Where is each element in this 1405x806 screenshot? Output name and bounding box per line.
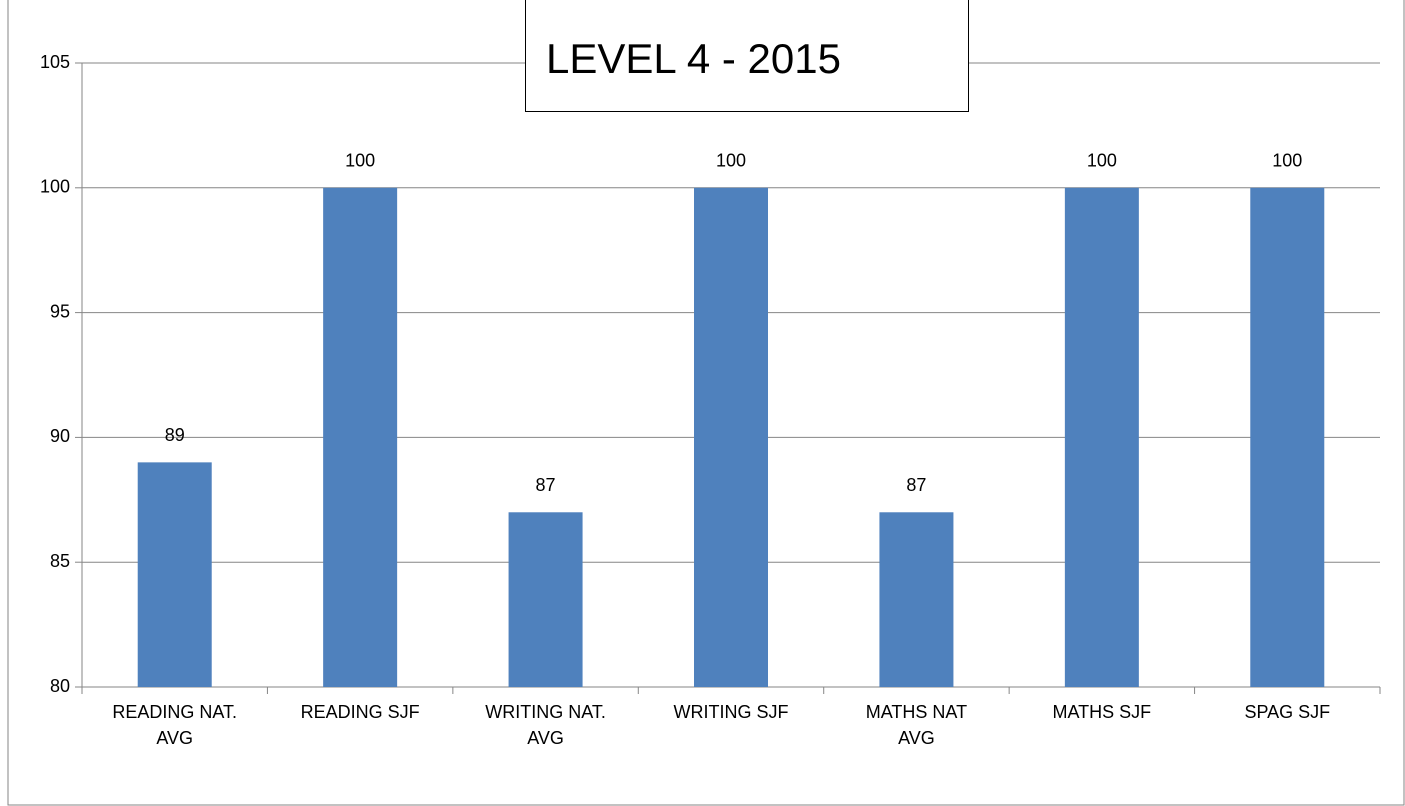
data-label: 100 (1087, 151, 1117, 171)
x-tick-label: READING SJF (300, 702, 420, 722)
bar (1064, 187, 1139, 688)
bar (508, 512, 583, 687)
x-tick-label: MATHS SJF (1052, 702, 1152, 722)
data-label: 100 (716, 151, 746, 171)
x-tick-label: READING NAT. AVG (112, 702, 238, 748)
bar (1250, 187, 1325, 688)
data-label: 100 (345, 151, 375, 171)
chart-title: LEVEL 4 - 2015 (546, 35, 841, 82)
y-tick-label: 90 (50, 426, 70, 446)
y-tick-label: 85 (50, 551, 70, 571)
data-label: 87 (906, 475, 926, 495)
x-tick-label: SPAG SJF (1244, 702, 1331, 722)
y-tick-label: 105 (40, 52, 70, 72)
x-tick-label: WRITING NAT. AVG (485, 702, 606, 748)
y-tick-label: 80 (50, 676, 70, 696)
y-tick-label: 100 (40, 177, 70, 197)
data-label: 100 (1272, 151, 1302, 171)
y-tick-label: 95 (50, 301, 70, 321)
x-tick-label: WRITING SJF (673, 702, 789, 722)
data-label: 89 (165, 425, 185, 445)
bar (879, 512, 954, 687)
bar (694, 187, 768, 688)
bar (323, 187, 398, 688)
data-label: 87 (536, 475, 556, 495)
title-box: LEVEL 4 - 2015 (525, 0, 969, 112)
chart-frame (7, 0, 1405, 806)
x-tick-label: MATHS NAT AVG (865, 702, 968, 748)
bar (137, 462, 212, 687)
